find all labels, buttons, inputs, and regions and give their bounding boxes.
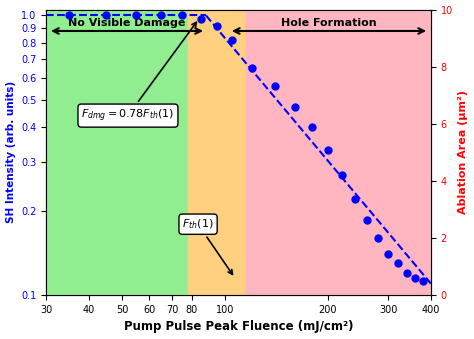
Point: [324, 181, 332, 186]
Bar: [246, 9, 431, 295]
Point: [419, 7, 427, 12]
Point: [309, 208, 316, 214]
Text: No Visible Damage: No Visible Damage: [68, 18, 186, 28]
Text: $F_{dmg} = 0.78F_{th}(1)$: $F_{dmg} = 0.78F_{th}(1)$: [82, 22, 196, 124]
Point: [248, 65, 256, 71]
Point: [228, 291, 236, 296]
Point: [394, 44, 401, 49]
Point: [374, 84, 382, 89]
Point: [179, 13, 186, 18]
Y-axis label: Ablation Area (μm²): Ablation Area (μm²): [458, 91, 468, 214]
Point: [157, 291, 165, 296]
Text: $F_{th}(1)$: $F_{th}(1)$: [182, 217, 232, 274]
Point: [351, 197, 359, 202]
Point: [411, 15, 419, 21]
X-axis label: Pump Pulse Peak Fluence (mJ/cm²): Pump Pulse Peak Fluence (mJ/cm²): [124, 320, 353, 334]
Point: [363, 107, 371, 112]
Point: [248, 282, 256, 288]
Point: [411, 276, 419, 281]
Point: [291, 104, 299, 110]
Bar: [46, 9, 188, 295]
Point: [309, 124, 316, 129]
Point: [197, 17, 205, 22]
Point: [394, 261, 401, 266]
Text: Hole Formation: Hole Formation: [281, 18, 377, 28]
Point: [403, 27, 410, 32]
Point: [384, 64, 392, 69]
Point: [338, 154, 346, 159]
Point: [291, 235, 299, 241]
Point: [65, 13, 73, 18]
Point: [374, 235, 382, 241]
Point: [271, 83, 279, 88]
Point: [214, 291, 221, 296]
Y-axis label: SH Intensity (arb. units): SH Intensity (arb. units): [6, 81, 16, 223]
Point: [132, 291, 140, 296]
Point: [132, 13, 140, 18]
Point: [214, 23, 221, 28]
Point: [384, 252, 392, 257]
Point: [103, 291, 110, 296]
Point: [157, 13, 165, 18]
Point: [197, 291, 205, 296]
Point: [271, 261, 279, 266]
Point: [179, 291, 186, 296]
Point: [103, 13, 110, 18]
Point: [363, 218, 371, 223]
Point: [419, 279, 427, 284]
Point: [338, 172, 346, 177]
Point: [228, 37, 236, 42]
Point: [351, 129, 359, 135]
Point: [403, 270, 410, 276]
Point: [324, 147, 332, 153]
Bar: [188, 9, 246, 295]
Point: [65, 291, 73, 296]
